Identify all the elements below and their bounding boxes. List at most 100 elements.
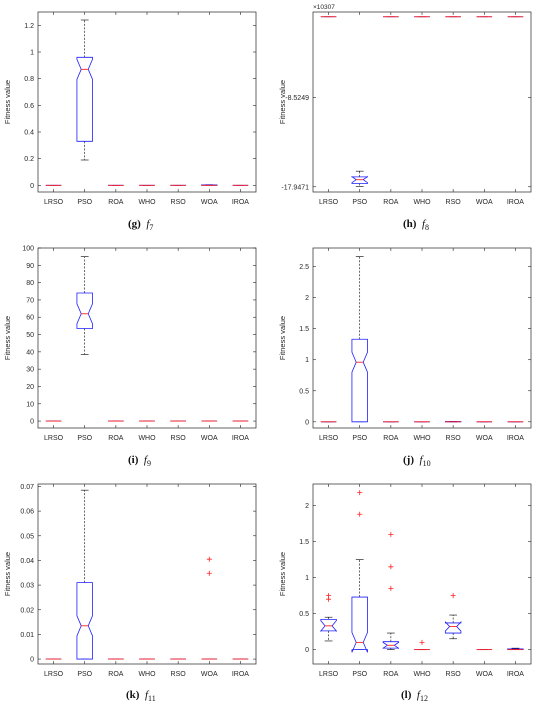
y-tick-label: 2.5 bbox=[299, 264, 309, 271]
chart-panel-g: 0 0.2 0.4 0.6 0.8 1 1.2 LRSO PSO ROA WHO RSO WOA IROA… bbox=[0, 0, 275, 236]
box-body bbox=[320, 618, 337, 633]
y-tick-label: 1 bbox=[30, 50, 34, 57]
x-tick-label: PSO bbox=[352, 435, 367, 442]
x-tick-label: RSO bbox=[446, 671, 462, 678]
x-tick-label: LRSO bbox=[44, 671, 64, 678]
y-tick-label: 0 bbox=[30, 657, 34, 664]
chart-panel-h: -8.5249 -17.9471 LRSO PSO ROA WHO RSO WOA IROA Fi… bbox=[275, 0, 550, 236]
y-tick-label: 1 bbox=[305, 357, 309, 364]
plot-frame bbox=[37, 11, 257, 193]
y-tick-label: 0.5 bbox=[299, 388, 309, 395]
x-tick-label: WHO bbox=[138, 435, 156, 442]
plot-frame bbox=[37, 247, 257, 429]
y-tick-label: -17.9471 bbox=[281, 184, 309, 191]
outlier-marker bbox=[388, 585, 394, 591]
box-body bbox=[76, 56, 93, 142]
caption-func: f bbox=[421, 218, 426, 230]
box-body bbox=[382, 641, 400, 649]
y-tick-label: 70 bbox=[26, 297, 34, 304]
caption-l: (l) f12 bbox=[401, 689, 428, 703]
outlier-marker bbox=[357, 490, 363, 496]
y-tick-label: 0.04 bbox=[20, 558, 34, 565]
x-tick-label: PSO bbox=[77, 671, 92, 678]
y-tick-label: 1.5 bbox=[299, 326, 309, 333]
box-body bbox=[351, 338, 368, 423]
y-tick-label: 40 bbox=[26, 349, 34, 356]
x-tick-label: PSO bbox=[77, 199, 92, 206]
box-body bbox=[351, 596, 368, 653]
x-tick-label: ROA bbox=[383, 199, 399, 206]
box-PSO bbox=[351, 256, 368, 423]
box-RSO bbox=[444, 593, 462, 640]
y-tick-label: 10 bbox=[26, 401, 34, 408]
outlier-marker bbox=[206, 570, 212, 576]
x-tick-label: IROA bbox=[507, 199, 524, 206]
box-ROA bbox=[382, 531, 400, 650]
x-tick-label: RSO bbox=[446, 435, 462, 442]
outlier-marker bbox=[357, 511, 363, 517]
box-body bbox=[76, 582, 93, 660]
x-tick-label: WOA bbox=[476, 671, 493, 678]
caption-func: f bbox=[146, 218, 150, 230]
x-tick-label: WHO bbox=[413, 671, 431, 678]
caption-letter: (g) bbox=[128, 218, 141, 230]
boxplot-j: 0 0.5 1 1.5 2 2.5 LRSO PSO ROA WHO RSO WOA IROA Fitne… bbox=[278, 247, 532, 442]
box-PSO bbox=[351, 490, 368, 653]
y-tick-label: 30 bbox=[26, 367, 34, 374]
y-tick-label: -8.5249 bbox=[285, 95, 309, 102]
x-tick-label: PSO bbox=[77, 435, 92, 442]
caption-func: f bbox=[143, 454, 147, 466]
y-axis-label: Fitness value bbox=[3, 316, 12, 360]
x-tick-label: WOA bbox=[476, 199, 493, 206]
caption-k: (k) f11 bbox=[126, 689, 156, 703]
y-tick-label: 0.2 bbox=[24, 156, 34, 163]
y-tick-label: 2 bbox=[305, 295, 309, 302]
chart-panel-j: 0 0.5 1 1.5 2 2.5 LRSO PSO ROA WHO RSO WOA IROA Fitne… bbox=[275, 236, 550, 472]
x-tick-label: ROA bbox=[108, 199, 124, 206]
x-tick-label: ROA bbox=[108, 671, 124, 678]
y-tick-label: 0 bbox=[30, 183, 34, 190]
chart-panel-k: 0 0.01 0.02 0.03 0.04 0.05 0.06 0.07 LRSO PSO ROA W… bbox=[0, 472, 275, 709]
x-tick-label: IROA bbox=[507, 671, 524, 678]
caption-i: (i) f9 bbox=[128, 454, 151, 468]
boxplot-i: 0 10 20 30 40 50 60 70 80 90 100 LRSO PSO ROA WHO RSO WO… bbox=[3, 246, 257, 442]
x-tick-label: LRSO bbox=[44, 199, 64, 206]
caption-sub: 10 bbox=[422, 459, 431, 469]
y-tick-label: 0.02 bbox=[20, 607, 34, 614]
box-WHO bbox=[414, 639, 430, 651]
plot-frame bbox=[312, 11, 532, 193]
caption-func: f bbox=[144, 689, 149, 701]
y-tick-label: 80 bbox=[26, 280, 34, 287]
y-axis-label: Fitness value bbox=[278, 316, 287, 360]
x-tick-label: PSO bbox=[352, 671, 367, 678]
x-tick-label: PSO bbox=[352, 199, 367, 206]
y-tick-label: 2 bbox=[305, 503, 309, 510]
x-tick-label: RSO bbox=[171, 671, 187, 678]
caption-h: (h) f8 bbox=[403, 218, 429, 232]
x-tick-label: IROA bbox=[232, 199, 249, 206]
y-tick-label: 60 bbox=[26, 315, 34, 322]
caption-sub: 12 bbox=[419, 694, 428, 704]
box-body bbox=[76, 292, 93, 329]
x-tick-label: WHO bbox=[138, 671, 156, 678]
y-tick-label: 0.5 bbox=[299, 611, 309, 618]
y-tick-label: 90 bbox=[26, 263, 34, 270]
x-tick-label: RSO bbox=[171, 199, 187, 206]
x-tick-label: IROA bbox=[232, 435, 249, 442]
box-WOA bbox=[201, 184, 218, 186]
chart-panel-i: 0 10 20 30 40 50 60 70 80 90 100 LRSO PSO ROA WHO RSO WO… bbox=[0, 236, 275, 472]
x-tick-label: IROA bbox=[232, 671, 249, 678]
y-axis-label: Fitness value bbox=[3, 552, 12, 596]
x-tick-label: LRSO bbox=[319, 199, 339, 206]
box-LRSO bbox=[320, 593, 337, 642]
boxplot-k: 0 0.01 0.02 0.03 0.04 0.05 0.06 0.07 LRSO PSO ROA W… bbox=[3, 483, 257, 678]
outlier-marker bbox=[206, 556, 212, 562]
caption-sub: 9 bbox=[146, 459, 151, 469]
boxplot-l: 0 0.5 1 1.5 2 LRSO PSO ROA WHO RSO WOA IROA Fitness … bbox=[278, 483, 532, 678]
boxplot-h: -8.5249 -17.9471 LRSO PSO ROA WHO RSO WOA IROA Fi… bbox=[278, 4, 532, 206]
caption-letter: (j) bbox=[403, 454, 414, 466]
outlier-marker bbox=[388, 531, 394, 537]
x-tick-label: WOA bbox=[476, 435, 493, 442]
caption-sub: 8 bbox=[425, 223, 430, 233]
box-body bbox=[444, 621, 462, 634]
